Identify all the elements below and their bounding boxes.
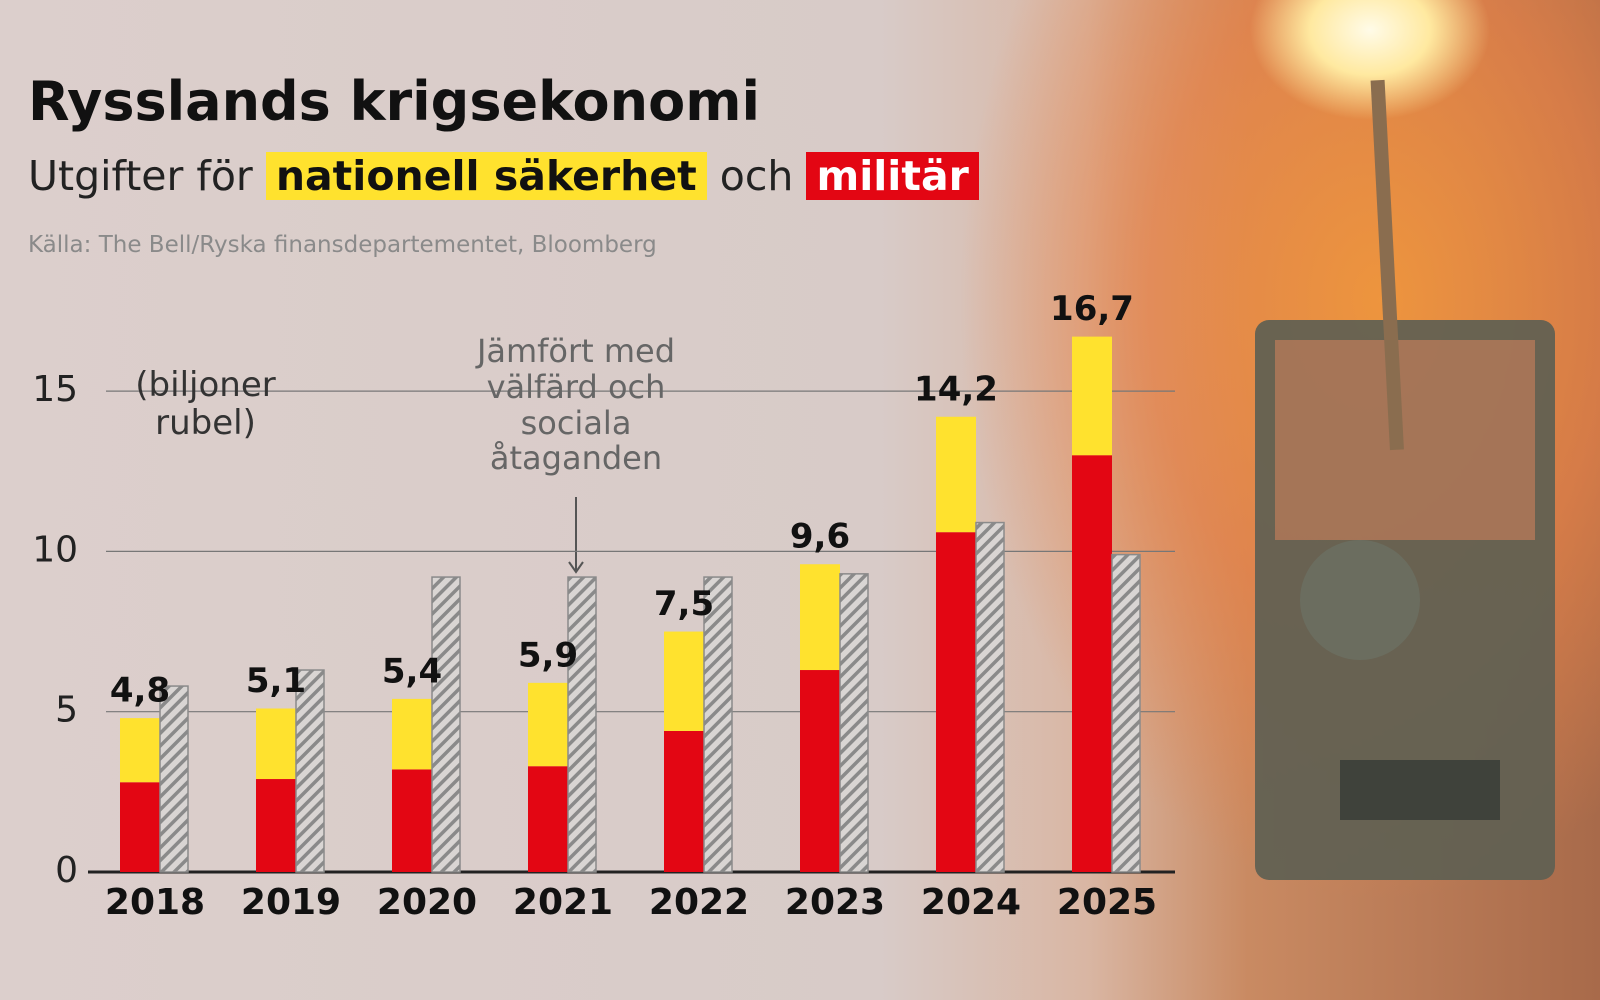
y-tick-label: 10 — [32, 529, 78, 570]
bar-segment — [664, 730, 704, 872]
total-label: 16,7 — [1050, 289, 1134, 329]
bar-segment — [800, 564, 840, 671]
bar-segment — [936, 532, 976, 872]
bar-segment — [936, 416, 976, 533]
total-label: 9,6 — [790, 517, 850, 557]
bar-segment — [392, 698, 432, 770]
comparison-bar — [703, 576, 733, 873]
bar-segment — [1072, 455, 1112, 872]
x-tick-label: 2024 — [921, 882, 1021, 923]
y-tick-label: 15 — [32, 369, 78, 410]
bar-segment — [256, 779, 296, 872]
total-label: 5,4 — [382, 651, 442, 691]
subtitle-text: Utgifter för — [28, 152, 253, 200]
y-axis-label: (biljoner rubel) — [135, 365, 276, 444]
title: Rysslands krigsekonomi — [28, 70, 760, 133]
bar-segment — [256, 708, 296, 780]
y-tick-label: 5 — [55, 690, 78, 731]
comparison-bar — [431, 576, 461, 873]
bar-segment — [120, 718, 160, 783]
comparison-bar — [295, 669, 325, 873]
comparison-bar — [839, 573, 869, 873]
x-tick-label: 2019 — [241, 882, 341, 923]
total-label: 4,8 — [110, 671, 170, 711]
source: Källa: The Bell/Ryska finansdepartemente… — [28, 232, 657, 258]
legend-national-security: nationell säkerhet — [265, 152, 707, 200]
total-label: 14,2 — [914, 369, 998, 409]
total-label: 7,5 — [654, 584, 714, 624]
annotation: Jämfört med välfärd och sociala åtagande… — [476, 332, 676, 478]
x-tick-label: 2021 — [513, 882, 613, 923]
comparison-bar — [159, 685, 189, 873]
total-label: 5,9 — [518, 635, 578, 675]
bar-segment — [1072, 336, 1112, 456]
total-label: 5,1 — [246, 661, 306, 701]
bar-segment — [392, 769, 432, 872]
x-tick-label: 2022 — [649, 882, 749, 923]
x-tick-label: 2018 — [105, 882, 205, 923]
annotation-arrowhead — [568, 561, 584, 574]
bar-segment — [528, 766, 568, 872]
subtitle-text: och — [719, 152, 794, 200]
subtitle: Utgifter för nationell säkerhet och mili… — [28, 152, 979, 200]
bar-segment — [528, 682, 568, 767]
legend-military: militär — [806, 152, 979, 200]
comparison-bar — [975, 521, 1005, 873]
tank-illustration — [1255, 79, 1555, 880]
y-tick-label: 0 — [55, 850, 78, 891]
comparison-bar — [567, 576, 597, 873]
bar-segment — [120, 782, 160, 872]
bar-segment — [664, 631, 704, 731]
x-tick-label: 2025 — [1057, 882, 1157, 923]
x-tick-label: 2023 — [785, 882, 885, 923]
bar-segment — [800, 670, 840, 872]
comparison-bar — [1111, 553, 1141, 873]
x-tick-label: 2020 — [377, 882, 477, 923]
